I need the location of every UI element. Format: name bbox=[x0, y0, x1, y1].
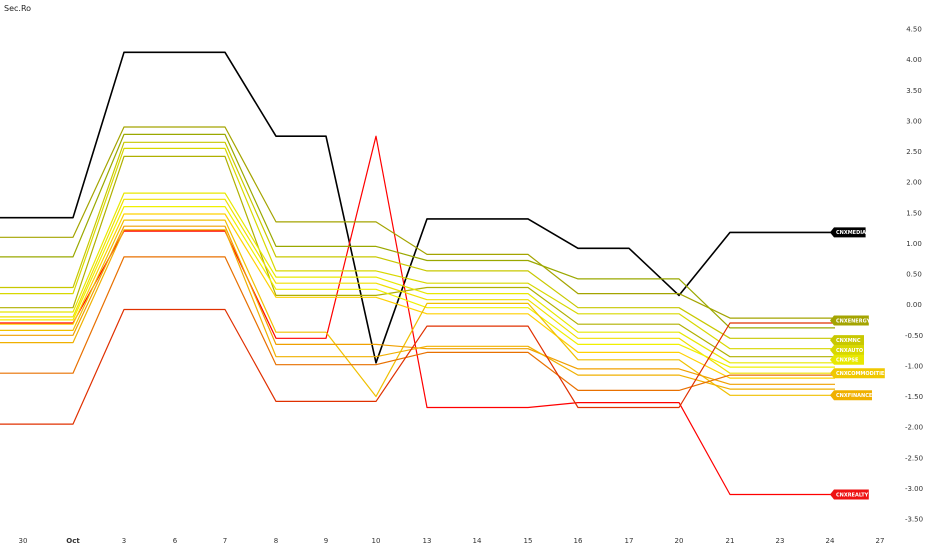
y-tick-label: 0.00 bbox=[906, 301, 922, 309]
end-label-tag bbox=[830, 344, 864, 355]
y-tick-label: 2.00 bbox=[906, 179, 922, 187]
series-line-cnxpse bbox=[0, 155, 835, 358]
x-tick-label: 23 bbox=[776, 537, 785, 545]
chart-title: Sec.Ro bbox=[4, 4, 32, 13]
y-tick-label: -3.00 bbox=[905, 485, 923, 493]
y-tick-label: -1.50 bbox=[905, 393, 923, 401]
series-line-cnxrealty bbox=[0, 135, 835, 496]
end-label-tag bbox=[830, 335, 864, 346]
y-tick-label: 3.00 bbox=[906, 117, 922, 125]
end-label-text: CNXREALTY bbox=[836, 492, 869, 498]
end-label-tag bbox=[830, 368, 885, 379]
x-tick-label: 16 bbox=[574, 537, 583, 545]
series-line-cnxcommodities bbox=[0, 198, 835, 374]
end-label-tag bbox=[830, 354, 864, 365]
end-label-text: CNXMEDIA bbox=[836, 230, 866, 236]
end-label-cnxrealty: CNXREALTY bbox=[830, 489, 869, 500]
y-tick-label: 0.50 bbox=[906, 271, 922, 279]
end-label-text: CNXMNC bbox=[836, 338, 861, 344]
y-tick-label: -2.50 bbox=[905, 454, 923, 462]
end-label-cnxmedia: CNXMEDIA bbox=[830, 227, 866, 238]
y-tick-label: -1.00 bbox=[905, 362, 923, 370]
end-label-cnxenergy: CNXENERGY bbox=[830, 315, 871, 326]
y-tick-label: 2.50 bbox=[906, 148, 922, 156]
y-tick-label: 1.50 bbox=[906, 209, 922, 217]
end-label-text: CNXAUTO bbox=[836, 348, 863, 354]
y-tick-label: -0.50 bbox=[905, 332, 923, 340]
x-tick-label: Oct bbox=[66, 537, 80, 545]
series-line-cnxinfra bbox=[0, 133, 835, 329]
series-line-cnxmetal bbox=[0, 225, 835, 385]
x-tick-label: 20 bbox=[675, 537, 684, 545]
x-tick-label: 8 bbox=[274, 537, 278, 545]
end-label-cnxmnc: CNXMNC bbox=[830, 335, 864, 346]
y-tick-label: -3.50 bbox=[905, 516, 923, 524]
x-tick-label: 21 bbox=[726, 537, 735, 545]
end-label-text: CNXCOMMODITIES bbox=[836, 371, 888, 377]
series-line-banknifty bbox=[0, 256, 835, 391]
x-tick-label: 9 bbox=[324, 537, 328, 545]
x-tick-label: 17 bbox=[625, 537, 634, 545]
end-label-tag bbox=[830, 227, 866, 238]
y-tick-label: 4.00 bbox=[906, 56, 922, 64]
x-tick-label: 3 bbox=[122, 537, 126, 545]
series-line-cnxmedia bbox=[0, 51, 835, 364]
series-line-cnxauto bbox=[0, 147, 835, 350]
end-label-cnxauto: CNXAUTO bbox=[830, 344, 864, 355]
series-line-cnxmnc bbox=[0, 141, 835, 339]
x-tick-label: 15 bbox=[524, 537, 533, 545]
series-line-cnxfinance bbox=[0, 219, 835, 398]
series-line-cnxit bbox=[0, 213, 835, 379]
y-tick-label: 1.00 bbox=[906, 240, 922, 248]
y-tick-label: 3.50 bbox=[906, 87, 922, 95]
end-label-cnxfinance: CNXFINANCE bbox=[830, 390, 873, 401]
series-line-cnxfmcg bbox=[0, 192, 835, 364]
x-tick-label: 27 bbox=[876, 537, 885, 545]
series-line-cnxpharma bbox=[0, 206, 835, 368]
end-label-text: CNXENERGY bbox=[836, 318, 871, 324]
x-tick-label: 24 bbox=[826, 537, 835, 545]
series-line-cnxenergy bbox=[0, 126, 835, 319]
end-label-text: CNXPSE bbox=[836, 358, 859, 364]
end-label-tag bbox=[830, 489, 869, 500]
end-label-tag bbox=[830, 315, 869, 326]
end-label-text: CNXFINANCE bbox=[836, 393, 873, 399]
y-tick-label: -2.00 bbox=[905, 424, 923, 432]
x-tick-label: 10 bbox=[372, 537, 381, 545]
x-tick-label: 14 bbox=[473, 537, 482, 545]
x-tick-label: 7 bbox=[223, 537, 227, 545]
end-label-tag bbox=[830, 390, 872, 401]
end-label-cnxpse: CNXPSE bbox=[830, 354, 864, 365]
end-label-cnxcommodities: CNXCOMMODITIES bbox=[830, 368, 888, 379]
series-line-cnxpsubank bbox=[0, 308, 835, 425]
x-tick-label: 30 bbox=[19, 537, 28, 545]
x-tick-label: 6 bbox=[173, 537, 178, 545]
y-tick-label: 4.50 bbox=[906, 26, 922, 34]
x-tick-label: 13 bbox=[423, 537, 432, 545]
